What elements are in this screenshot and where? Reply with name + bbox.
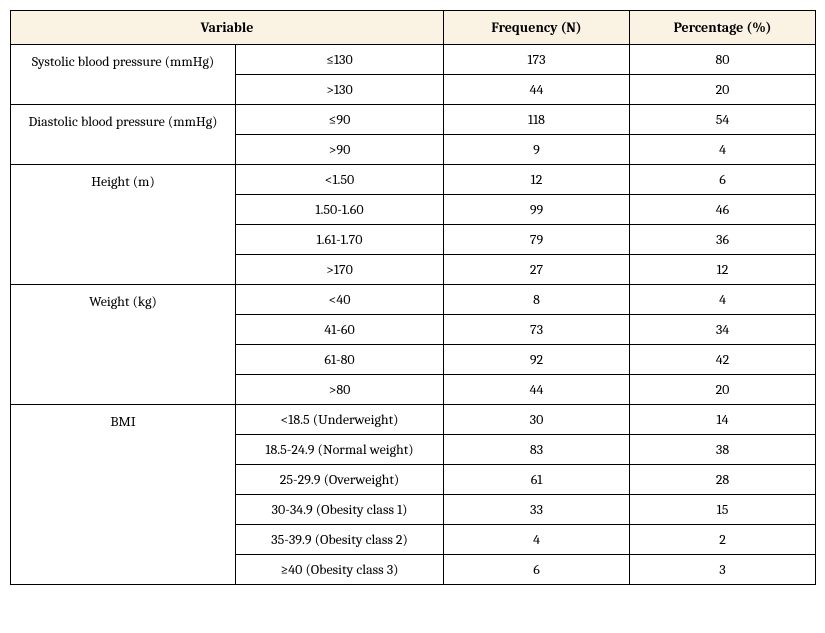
frequency-cell: 99 [444,195,630,225]
percentage-cell: 15 [630,495,816,525]
frequency-cell: 27 [444,255,630,285]
percentage-cell: 12 [630,255,816,285]
percentage-cell: 28 [630,465,816,495]
frequency-cell: 83 [444,435,630,465]
percentage-cell: 36 [630,225,816,255]
frequency-cell: 118 [444,105,630,135]
percentage-cell: 4 [630,285,816,315]
percentage-cell: 3 [630,555,816,585]
frequency-cell: 4 [444,525,630,555]
frequency-cell: 173 [444,45,630,75]
table-body: Systolic blood pressure (mmHg)≤13017380>… [11,45,816,585]
percentage-cell: 14 [630,405,816,435]
category-cell: 18.5-24.9 (Normal weight) [236,435,444,465]
category-cell: ≤130 [236,45,444,75]
percentage-cell: 20 [630,375,816,405]
frequency-cell: 92 [444,345,630,375]
percentage-cell: 6 [630,165,816,195]
percentage-cell: 20 [630,75,816,105]
variable-cell: Height (m) [11,165,236,285]
category-cell: 1.61-1.70 [236,225,444,255]
table-row: Systolic blood pressure (mmHg)≤13017380 [11,45,816,75]
category-cell: ≤90 [236,105,444,135]
table-row: Weight (kg)<4084 [11,285,816,315]
frequency-cell: 79 [444,225,630,255]
percentage-cell: 54 [630,105,816,135]
category-cell: <18.5 (Underweight) [236,405,444,435]
table-row: BMI<18.5 (Underweight)3014 [11,405,816,435]
category-cell: 30-34.9 (Obesity class 1) [236,495,444,525]
variable-cell: Systolic blood pressure (mmHg) [11,45,236,105]
frequency-cell: 12 [444,165,630,195]
header-frequency: Frequency (N) [444,11,630,45]
variable-cell: Diastolic blood pressure (mmHg) [11,105,236,165]
percentage-cell: 42 [630,345,816,375]
header-percentage: Percentage (%) [630,11,816,45]
header-variable: Variable [11,11,444,45]
frequency-cell: 73 [444,315,630,345]
category-cell: 41-60 [236,315,444,345]
category-cell: <40 [236,285,444,315]
category-cell: ≥40 (Obesity class 3) [236,555,444,585]
table-row: Height (m)<1.50126 [11,165,816,195]
variable-cell: Weight (kg) [11,285,236,405]
percentage-cell: 4 [630,135,816,165]
frequency-cell: 8 [444,285,630,315]
table-row: Diastolic blood pressure (mmHg)≤9011854 [11,105,816,135]
category-cell: 25-29.9 (Overweight) [236,465,444,495]
percentage-cell: 38 [630,435,816,465]
percentage-cell: 80 [630,45,816,75]
category-cell: >130 [236,75,444,105]
percentage-cell: 2 [630,525,816,555]
frequency-cell: 9 [444,135,630,165]
percentage-cell: 46 [630,195,816,225]
percentage-cell: 34 [630,315,816,345]
frequency-cell: 44 [444,75,630,105]
variable-cell: BMI [11,405,236,585]
category-cell: >80 [236,375,444,405]
category-cell: >170 [236,255,444,285]
category-cell: <1.50 [236,165,444,195]
frequency-cell: 6 [444,555,630,585]
frequency-cell: 61 [444,465,630,495]
category-cell: 35-39.9 (Obesity class 2) [236,525,444,555]
category-cell: 1.50-1.60 [236,195,444,225]
frequency-cell: 30 [444,405,630,435]
clinical-variables-table: Variable Frequency (N) Percentage (%) Sy… [10,10,816,585]
table-header-row: Variable Frequency (N) Percentage (%) [11,11,816,45]
category-cell: >90 [236,135,444,165]
frequency-cell: 44 [444,375,630,405]
frequency-cell: 33 [444,495,630,525]
category-cell: 61-80 [236,345,444,375]
